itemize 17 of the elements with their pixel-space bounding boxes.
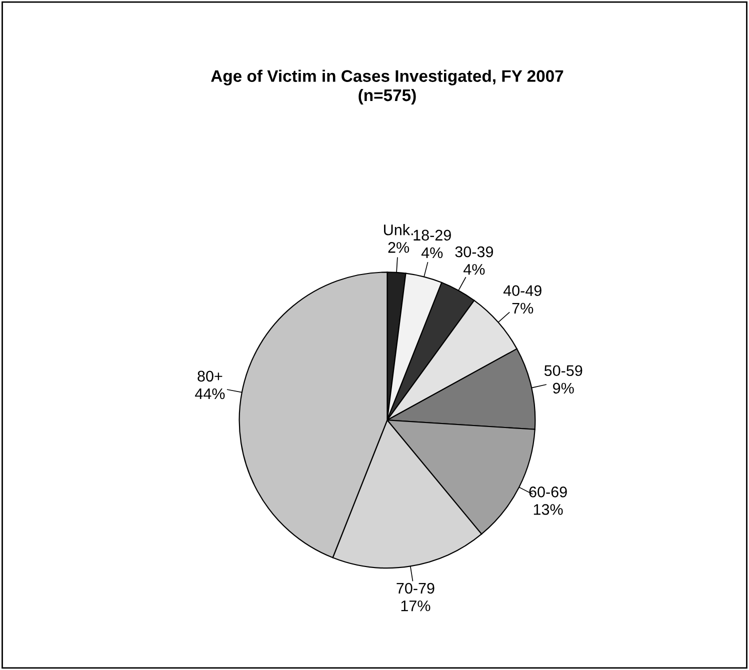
data-label: 13% (534, 504, 563, 515)
slice-label: Unk. (384, 224, 413, 236)
slice-label: 50-59 (544, 365, 582, 376)
slice-label: 80+ (198, 370, 222, 382)
data-label: 17% (401, 600, 430, 612)
slice-label: 30-39 (455, 246, 493, 258)
chart-title: Age of Victim in Cases Investigated, FY 2007 (n=575) (211, 70, 564, 104)
slice-label: 18-29 (414, 230, 451, 241)
data-label: 44% (195, 388, 225, 400)
data-label: 2% (388, 242, 410, 253)
data-label: 9% (553, 382, 574, 394)
data-label: 4% (463, 264, 485, 275)
data-label: 7% (512, 302, 534, 314)
slice-label: 70-79 (396, 582, 434, 594)
slice-label: 40-49 (503, 285, 542, 296)
slice-label: 60-69 (529, 486, 567, 498)
data-label: 4% (421, 247, 443, 258)
